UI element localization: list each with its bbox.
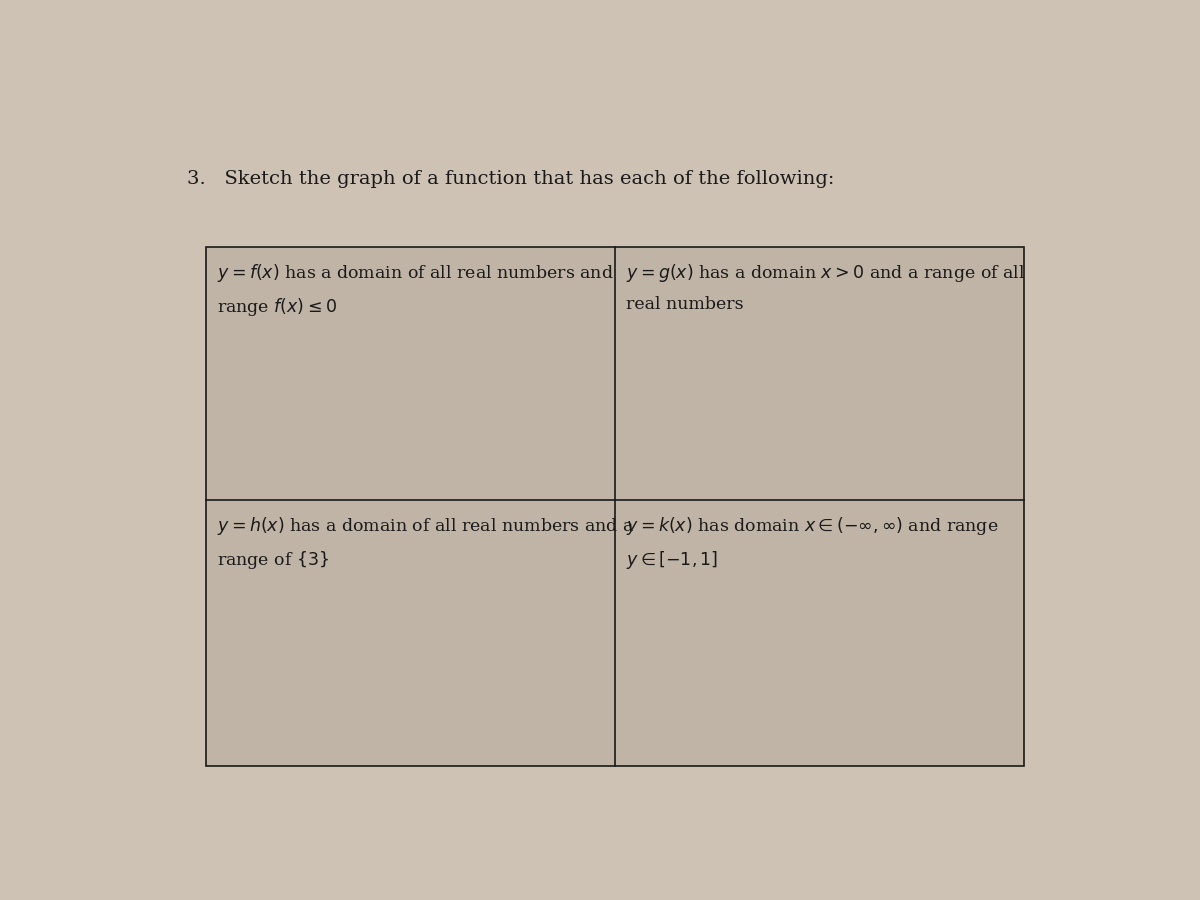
Text: $y=h(x)$ has a domain of all real numbers and a: $y=h(x)$ has a domain of all real number…: [217, 515, 635, 536]
FancyBboxPatch shape: [206, 247, 616, 500]
Bar: [206, 247, 1024, 767]
Text: 3.   Sketch the graph of a function that has each of the following:: 3. Sketch the graph of a function that h…: [187, 170, 834, 188]
Text: $y=f(x)$ has a domain of all real numbers and: $y=f(x)$ has a domain of all real number…: [217, 262, 613, 284]
Text: $y = k(x)$ has domain $x \in (-\infty, \infty)$ and range: $y = k(x)$ has domain $x \in (-\infty, \…: [626, 515, 998, 536]
Text: $y=g(x)$ has a domain $x>0$ and a range of all: $y=g(x)$ has a domain $x>0$ and a range …: [626, 262, 1026, 284]
Text: real numbers: real numbers: [626, 296, 744, 313]
FancyBboxPatch shape: [206, 500, 616, 767]
FancyBboxPatch shape: [616, 500, 1024, 767]
Text: $y \in [-1, 1]$: $y \in [-1, 1]$: [626, 549, 719, 572]
Text: range of $\{3\}$: range of $\{3\}$: [217, 549, 329, 572]
Text: range $f(x)\leq0$: range $f(x)\leq0$: [217, 296, 337, 319]
FancyBboxPatch shape: [616, 247, 1024, 500]
